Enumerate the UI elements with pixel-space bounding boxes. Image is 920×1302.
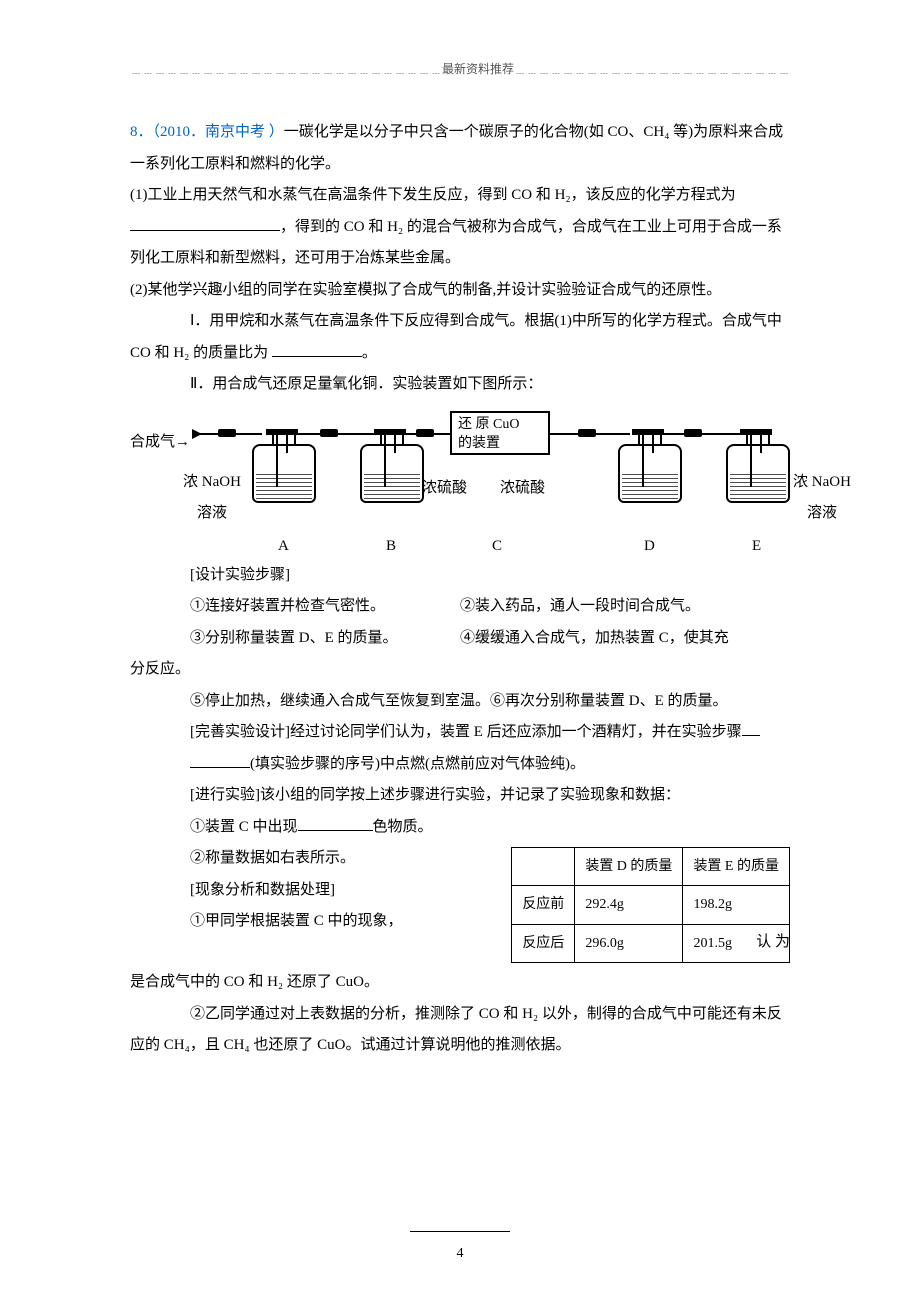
syngas-arrow-label: 合成气→: [130, 427, 190, 459]
label-C: 浓硫酸: [500, 473, 545, 505]
analysis-1b: 是合成气中的 CO 和 H₂ 还原了 CuO。: [130, 967, 790, 999]
perfect-prefix: [完善实验设计]经过讨论同学们认为，装置 E 后还应添加一个酒精灯，并在实验步骤: [190, 724, 742, 740]
table-cell: 198.2g: [683, 886, 790, 924]
junction-4: [578, 429, 596, 437]
step-4b: 分反应。: [130, 654, 790, 686]
table-row: 装置 D 的质量 装置 E 的质量: [512, 848, 790, 886]
junction-5: [684, 429, 702, 437]
reduce-cuo-box: 还 原 CuO 的装置: [450, 411, 550, 455]
footer-divider: [410, 1231, 510, 1232]
table-header: 装置 D 的质量: [575, 848, 683, 886]
label-A: 浓 NaOH 溶液: [176, 467, 248, 530]
analysis-2: ②乙同学通过对上表数据的分析，推测除了 CO 和 H₂ 以外，制得的合成气中可能…: [130, 999, 790, 1062]
mass-data-table: 装置 D 的质量 装置 E 的质量 反应前 292.4g 198.2g 反应后 …: [511, 847, 790, 963]
letter-D: D: [644, 531, 655, 563]
part-2-I: Ⅰ．用甲烷和水蒸气在高温条件下反应得到合成气。根据(1)中所写的化学方程式。合成…: [130, 306, 790, 369]
part-2: (2)某他学兴趣小组的同学在实验室模拟了合成气的制备,并设计实验验证合成气的还原…: [130, 275, 790, 307]
question-source: 8．（2010．南京中考 ）: [130, 124, 284, 140]
step-5-6: ⑤停止加热，继续通入合成气至恢复到室温。⑥再次分别称量装置 D、E 的质量。: [130, 686, 790, 718]
box-line2: 的装置: [458, 434, 542, 454]
perfect-suffix: (填实验步骤的序号)中点燃(点燃前应对气体验纯)。: [250, 756, 585, 772]
letter-B: B: [386, 531, 396, 563]
table-cell: 296.0g: [575, 924, 683, 962]
table-row: 反应前 292.4g 198.2g: [512, 886, 790, 924]
part-1: (1)工业上用天然气和水蒸气在高温条件下发生反应，得到 CO 和 H₂，该反应的…: [130, 180, 790, 275]
step-4a: ④缓缓通入合成气，加热装置 C，使其充: [460, 623, 790, 655]
blank-step-a: [742, 720, 760, 736]
arrowhead-1: [192, 429, 202, 439]
blank-step-b: [190, 752, 250, 768]
box-line1: 还 原 CuO: [458, 415, 542, 435]
document-body: 8．（2010．南京中考 ）一碳化学是以分子中只含一个碳原子的化合物(如 CO、…: [130, 117, 790, 1062]
observation-1: ①装置 C 中出现 色物质。: [130, 812, 790, 844]
bottle-B: [360, 433, 420, 503]
table-row: 反应后 296.0g 201.5g: [512, 924, 790, 962]
part-2-II: Ⅱ．用合成气还原足量氧化铜．实验装置如下图所示：: [130, 369, 790, 401]
apparatus-diagram: 合成气→ 还 原 CuO 的装置: [130, 409, 790, 554]
bottle-A: [252, 433, 312, 503]
step-1: ①连接好装置并检查气密性。: [130, 591, 460, 623]
bottle-D: [618, 433, 678, 503]
letter-E: E: [752, 531, 761, 563]
perfect-design: [完善实验设计]经过讨论同学们认为，装置 E 后还应添加一个酒精灯，并在实验步骤: [130, 717, 790, 749]
blank-equation: [130, 215, 280, 231]
blank-color: [298, 815, 373, 831]
header-decor: ﹍﹍﹍﹍﹍﹍﹍﹍﹍﹍﹍﹍﹍﹍﹍﹍﹍﹍﹍﹍﹍﹍﹍﹍﹍﹍最新资料推荐﹍﹍﹍﹍﹍﹍﹍﹍…: [130, 60, 790, 77]
design-steps-title: [设计实验步骤]: [130, 560, 790, 592]
table-header: [512, 848, 575, 886]
p2I-prefix: Ⅰ．用甲烷和水蒸气在高温条件下反应得到合成气。根据(1)中所写的化学方程式。合成…: [130, 313, 782, 361]
conduct-experiment: [进行实验]该小组的同学按上述步骤进行实验，并记录了实验现象和数据：: [130, 780, 790, 812]
step-2: ②装入药品，通人一段时间合成气。: [460, 591, 790, 623]
page-number: 4: [0, 1246, 920, 1262]
obs1-prefix: ①装置 C 中出现: [190, 819, 298, 835]
bottle-E: [726, 433, 786, 503]
junction-1: [218, 429, 236, 437]
table-header: 装置 E 的质量: [683, 848, 790, 886]
letter-A: A: [278, 531, 289, 563]
obs1-suffix: 色物质。: [373, 819, 433, 835]
label-B: 浓硫酸: [422, 473, 467, 505]
question-intro: 8．（2010．南京中考 ）一碳化学是以分子中只含一个碳原子的化合物(如 CO、…: [130, 117, 790, 180]
p1-prefix: (1)工业上用天然气和水蒸气在高温条件下发生反应，得到 CO 和 H₂，该反应的…: [130, 187, 736, 203]
perfect-design-2: (填实验步骤的序号)中点燃(点燃前应对气体验纯)。: [130, 749, 790, 781]
table-cell: 反应后: [512, 924, 575, 962]
analysis-1-tail: 认 为: [756, 927, 790, 959]
data-table-wrap: 装置 D 的质量 装置 E 的质量 反应前 292.4g 198.2g 反应后 …: [511, 847, 790, 963]
letter-C: C: [492, 531, 502, 563]
blank-ratio: [272, 341, 362, 357]
table-cell: 292.4g: [575, 886, 683, 924]
table-cell: 反应前: [512, 886, 575, 924]
junction-2: [320, 429, 338, 437]
p2I-suffix: 。: [362, 345, 377, 361]
step-3: ③分别称量装置 D、E 的质量。: [130, 623, 460, 655]
label-E: 浓 NaOH 溶液: [786, 467, 858, 530]
